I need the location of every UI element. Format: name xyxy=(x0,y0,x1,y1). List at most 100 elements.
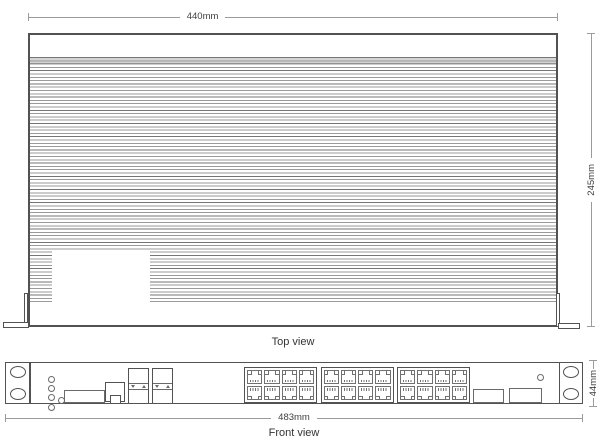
dim-tick xyxy=(587,326,595,327)
rj45-pins xyxy=(420,388,430,391)
sfp-cage-2 xyxy=(151,367,173,404)
screw-hole-column xyxy=(6,363,29,403)
dim-label-front-height: 44mm xyxy=(587,370,599,397)
sfp-cage-1 xyxy=(128,367,149,404)
dim-line-segment xyxy=(590,201,592,326)
rj45-pins xyxy=(437,379,447,382)
dim-line-segment xyxy=(6,417,272,419)
rj45-pins xyxy=(301,388,311,391)
rj45-pins xyxy=(361,388,371,391)
screw-hole xyxy=(563,388,579,400)
dim-label-top-width: 440mm xyxy=(186,11,219,22)
top-view-chassis xyxy=(28,33,558,327)
dim-tick xyxy=(5,414,6,422)
sfp-latch-band xyxy=(129,382,148,390)
sfp-arrow-up-icon xyxy=(142,384,146,388)
screw-hole xyxy=(563,366,579,378)
dim-label-top-depth: 245mm xyxy=(585,164,597,196)
mounting-bracket-right xyxy=(556,293,560,327)
label-plate xyxy=(64,390,105,403)
dim-tick xyxy=(589,360,597,361)
sfp-arrow-down-icon xyxy=(131,384,135,388)
dim-line-segment xyxy=(225,16,557,18)
rj45-port xyxy=(434,370,451,384)
screw-hole xyxy=(9,388,26,400)
rj45-port xyxy=(400,370,416,384)
rj45-pins xyxy=(403,379,413,382)
rj45-pins xyxy=(301,379,311,382)
screw-hole xyxy=(9,366,26,378)
rj45-pins xyxy=(343,379,353,382)
rj45-port xyxy=(281,370,298,384)
rj45-port xyxy=(298,386,315,400)
power-led xyxy=(537,374,544,381)
rj45-port xyxy=(247,370,263,384)
rj45-port xyxy=(323,370,340,384)
led-column xyxy=(48,376,55,413)
rj45-port xyxy=(451,386,468,400)
rj45-port xyxy=(417,386,433,400)
rj45-port xyxy=(247,386,263,400)
front-panel xyxy=(30,362,560,411)
rj45-port xyxy=(298,370,315,384)
rj45-pins xyxy=(378,388,388,391)
top-view-caption: Top view xyxy=(271,336,315,348)
rj45-port-block xyxy=(320,367,394,403)
rj45-port xyxy=(340,386,357,400)
dim-tick xyxy=(587,33,595,34)
dim-line-segment xyxy=(592,397,594,406)
rj45-pins xyxy=(437,388,447,391)
rj45-pins xyxy=(284,379,294,382)
rj45-port xyxy=(434,386,451,400)
rj45-port xyxy=(375,370,391,384)
dim-tick xyxy=(582,414,583,422)
rack-ear-left xyxy=(5,362,30,404)
status-led xyxy=(48,385,55,393)
console-port-notch xyxy=(110,395,122,403)
rj45-pins xyxy=(267,388,277,391)
status-led xyxy=(48,403,55,411)
rj45-port-block xyxy=(397,367,470,403)
rj45-pins xyxy=(454,379,464,382)
mounting-foot-left xyxy=(3,322,29,328)
rj45-pins xyxy=(361,379,371,382)
rj45-pins xyxy=(403,388,413,391)
rj45-port xyxy=(264,370,280,384)
dim-label-front-width: 483mm xyxy=(278,412,310,423)
screw-hole-column xyxy=(560,363,582,403)
rj45-port xyxy=(451,370,468,384)
dim-line-segment xyxy=(592,361,594,370)
rack-ear-right xyxy=(559,362,583,404)
dim-line-44mm: 44mm xyxy=(586,360,600,407)
rj45-port xyxy=(281,386,298,400)
rj45-pins xyxy=(250,379,260,382)
rj45-port xyxy=(400,386,416,400)
rj45-port-area xyxy=(244,367,470,403)
dim-line-segment xyxy=(590,34,592,159)
fin-cutout-label-area xyxy=(52,250,150,303)
sfp-arrow-down-icon xyxy=(154,384,159,388)
rj45-port xyxy=(264,386,280,400)
dim-tick xyxy=(557,13,558,21)
rj45-pins xyxy=(343,388,353,391)
sfp-arrow-up-icon xyxy=(165,384,170,388)
dim-line-245mm: 245mm xyxy=(584,33,598,327)
rj45-port-block xyxy=(244,367,317,403)
rj45-port xyxy=(417,370,433,384)
rj45-pins xyxy=(420,379,430,382)
rj45-pins xyxy=(267,379,277,382)
front-view-caption: Front view xyxy=(268,427,320,439)
rj45-port xyxy=(323,386,340,400)
console-port xyxy=(105,382,125,403)
dim-tick xyxy=(28,13,29,21)
status-led xyxy=(48,394,55,402)
rj45-port xyxy=(375,386,391,400)
mounting-foot-right xyxy=(558,323,580,329)
rj45-pins xyxy=(284,388,294,391)
rj45-pins xyxy=(250,388,260,391)
dim-line-segment xyxy=(29,16,180,18)
sfp-latch-band xyxy=(152,382,172,390)
rj45-port xyxy=(358,370,374,384)
rj45-pins xyxy=(454,388,464,391)
